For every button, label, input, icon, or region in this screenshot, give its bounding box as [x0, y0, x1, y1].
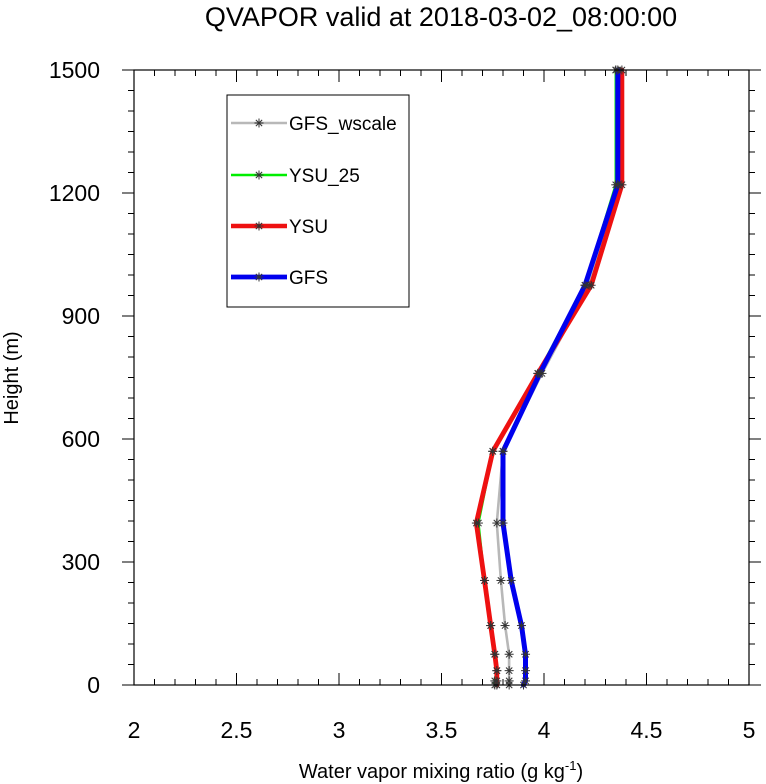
legend-marker	[254, 118, 264, 128]
series-line-ysu	[473, 67, 625, 688]
y-tick-label: 1200	[49, 180, 100, 206]
legend-label: GFS_wscale	[289, 114, 397, 135]
data-point-marker	[492, 518, 502, 528]
data-point-marker	[498, 518, 508, 528]
data-point-marker	[506, 575, 516, 585]
data-point-marker	[488, 446, 498, 456]
y-tick-label: 900	[62, 303, 100, 329]
legend-marker	[254, 170, 264, 180]
data-point-marker	[471, 518, 481, 528]
legend-label: GFS	[289, 268, 328, 289]
tick-layer	[122, 69, 761, 686]
data-point-marker	[521, 666, 531, 676]
plot-frame	[133, 69, 750, 686]
legend: GFS_wscale YSU_25 YSU GFS	[226, 94, 410, 308]
data-point-marker	[521, 676, 531, 686]
data-point-marker	[492, 666, 502, 676]
x-axis-label-close: )	[576, 761, 583, 783]
data-point-marker	[504, 649, 514, 659]
data-point-marker	[492, 676, 502, 686]
x-tick-label: 3	[333, 717, 346, 743]
chart-title: QVAPOR valid at 2018-03-02_08:00:00	[205, 2, 677, 32]
legend-label: YSU_25	[289, 166, 360, 187]
data-point-marker	[498, 446, 508, 456]
y-axis-label: Height (m)	[1, 331, 23, 424]
legend-box	[226, 94, 410, 308]
data-point-marker	[486, 621, 496, 631]
legend-marker	[254, 221, 264, 231]
y-tick-label: 0	[87, 672, 100, 698]
data-point-marker	[504, 666, 514, 676]
data-point-marker	[516, 621, 526, 631]
series-layer	[471, 65, 627, 690]
x-tick-label: 4	[538, 717, 551, 743]
x-tick-label: 2	[128, 717, 141, 743]
x-tick-label: 2.5	[221, 717, 253, 743]
data-point-marker	[535, 368, 545, 378]
data-point-marker	[480, 575, 490, 585]
x-axis-label-main: Water vapor mixing ratio (g kg	[299, 761, 565, 783]
legend-marker	[254, 272, 264, 282]
data-point-marker	[504, 676, 514, 686]
series-line-ysu-25	[477, 68, 618, 687]
x-tick-label: 5	[743, 717, 756, 743]
x-axis-label-sup: -1	[565, 758, 577, 773]
data-point-marker	[500, 621, 510, 631]
x-axis-label: Water vapor mixing ratio (g kg-1)	[299, 758, 583, 783]
tick-label-layer: 2 2.5 3 3.5 4 4.5 5 0 300 600 900 1200 1500	[49, 57, 756, 743]
data-point-marker	[521, 649, 531, 659]
data-point-marker	[496, 575, 506, 585]
y-tick-label: 600	[62, 426, 100, 452]
x-tick-label: 3.5	[426, 717, 458, 743]
y-tick-label: 1500	[49, 57, 100, 83]
x-tick-label: 4.5	[631, 717, 663, 743]
y-tick-label: 300	[62, 549, 100, 575]
legend-label: YSU	[289, 217, 328, 238]
data-point-marker	[580, 280, 590, 290]
series-line-gfs	[500, 67, 621, 688]
data-point-marker	[490, 649, 500, 659]
data-point-marker	[613, 180, 623, 190]
